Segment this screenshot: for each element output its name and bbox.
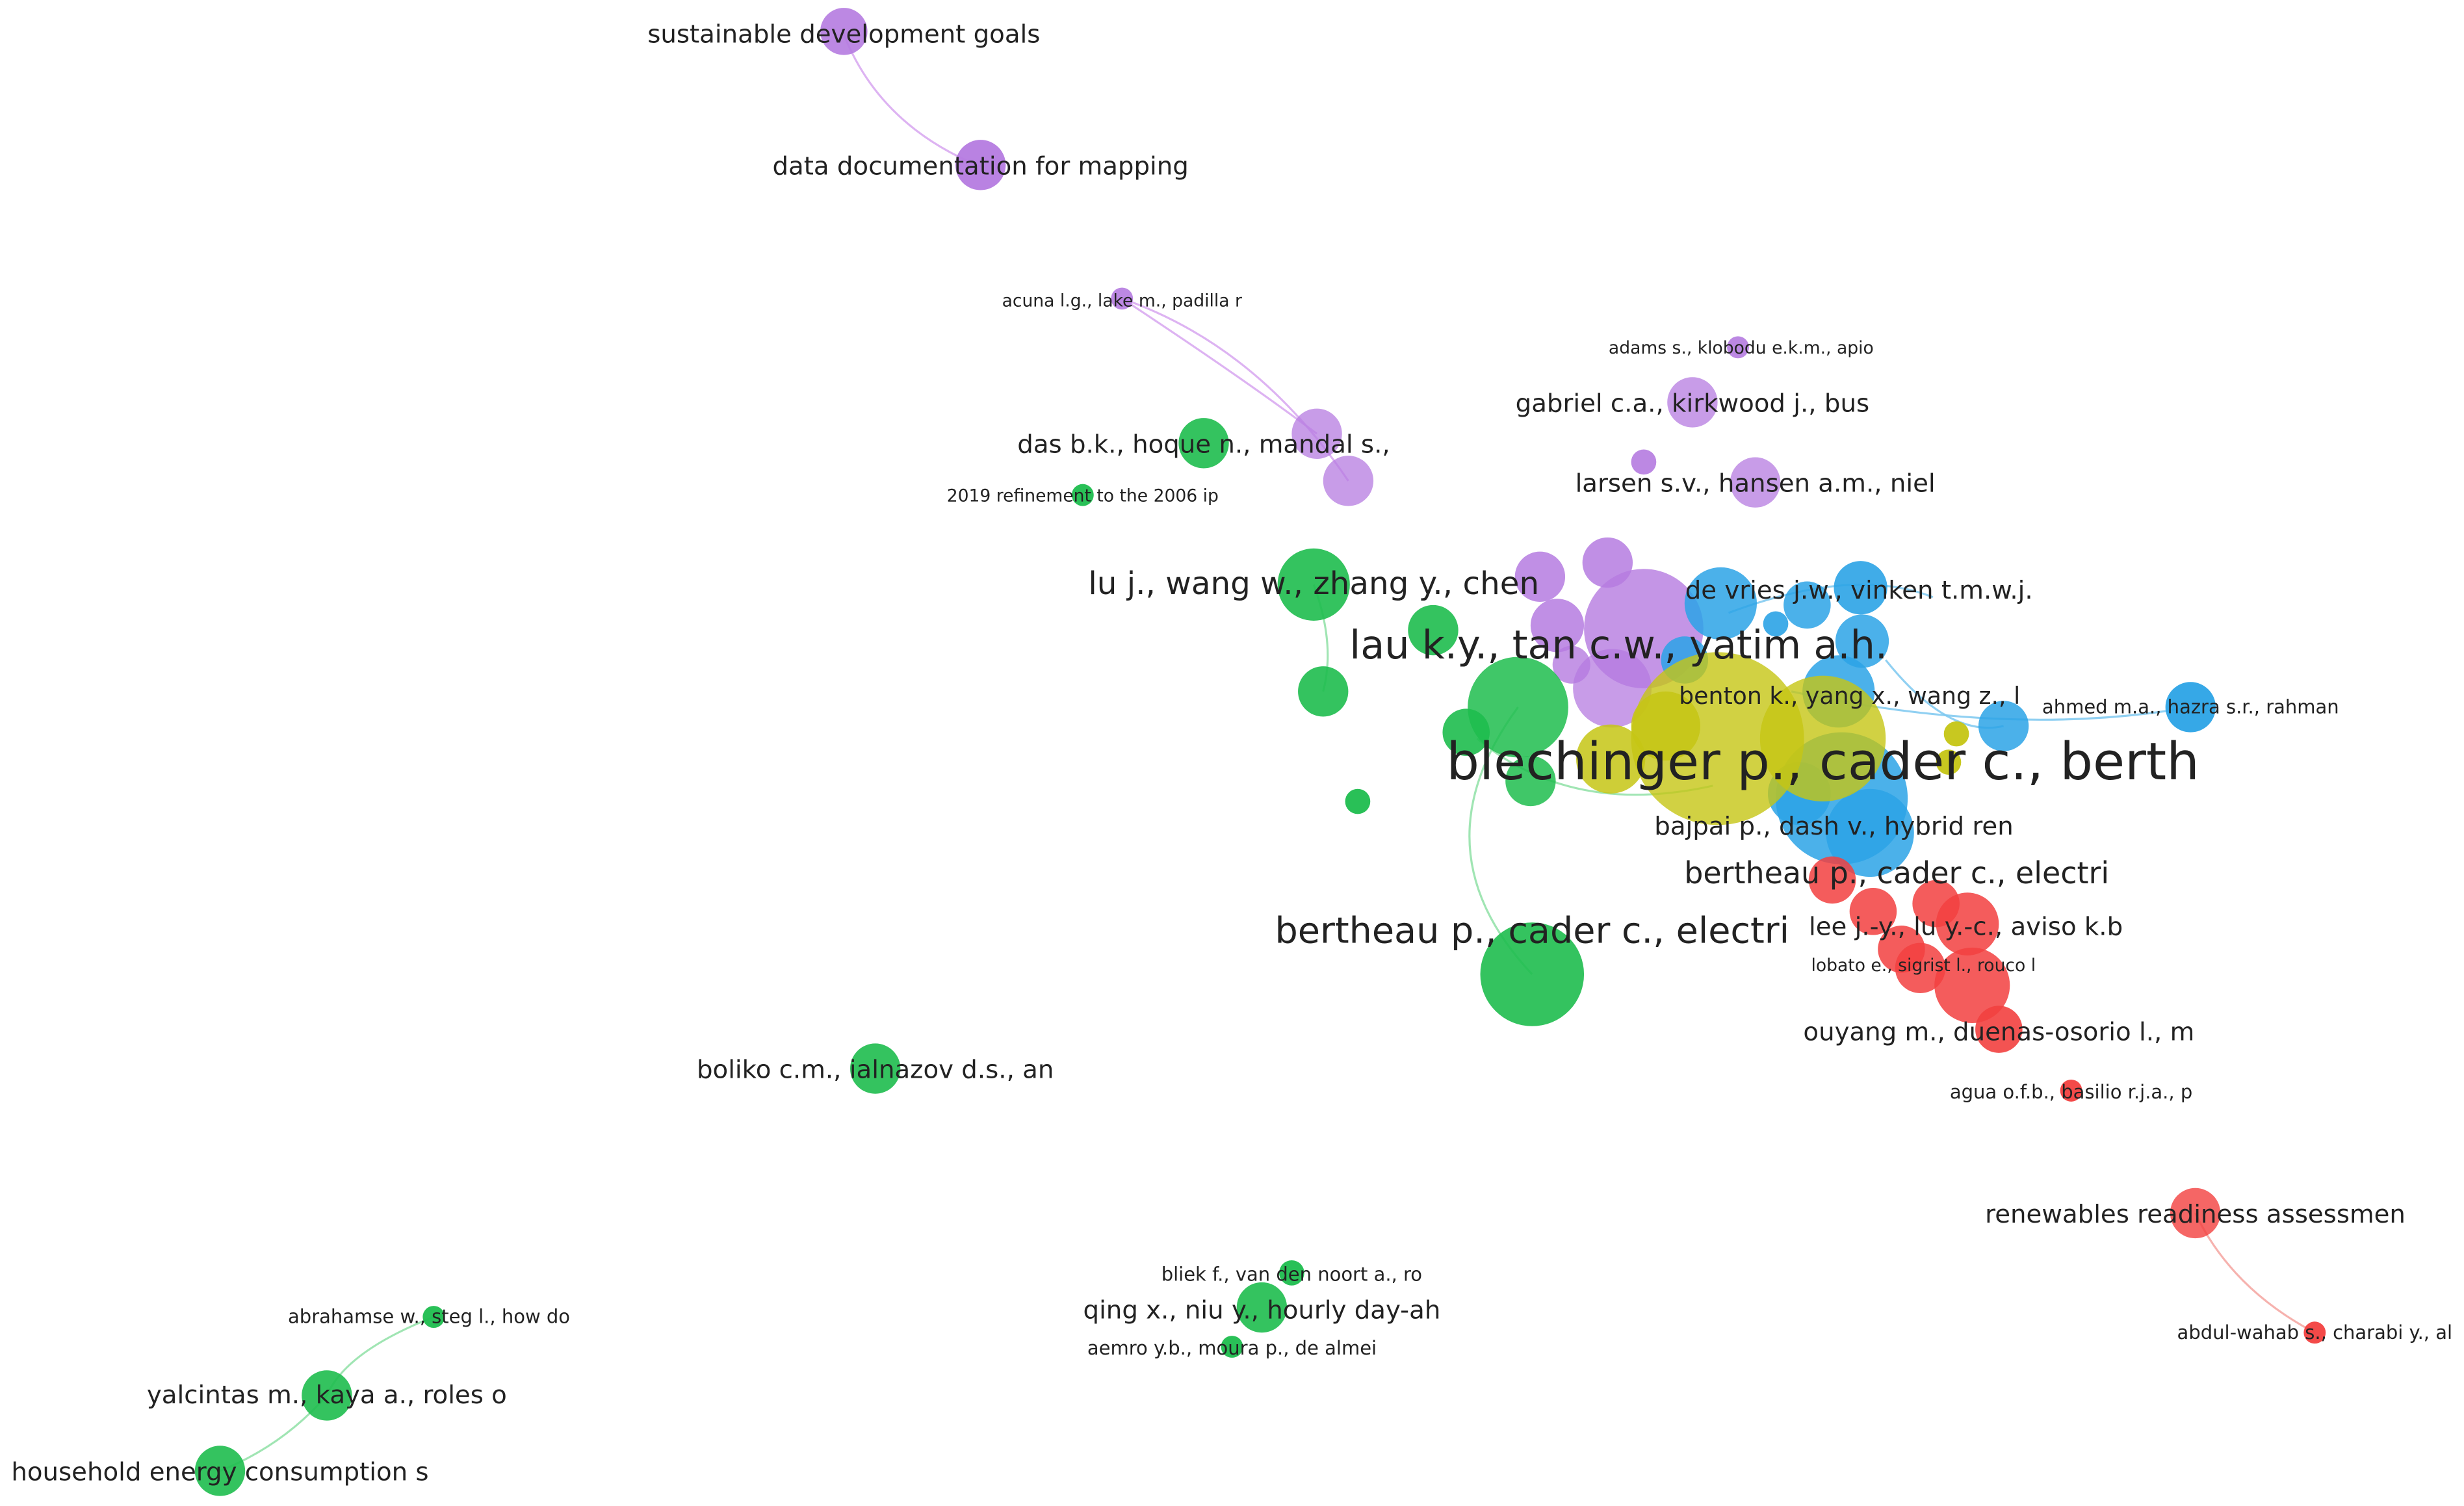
node-label-blechinger: blechinger p., cader c., berth [1446,731,2199,792]
nodes-layer [194,8,2326,1496]
network-node[interactable] [194,1446,246,1496]
node-label-aemro: aemro y.b., moura p., de almei [1087,1337,1377,1359]
edge [1121,298,1318,435]
network-node[interactable] [1323,456,1374,506]
network-node[interactable] [1631,652,1804,825]
network-node[interactable] [1408,604,1459,656]
network-node[interactable] [1071,484,1094,506]
network-node[interactable] [1978,701,2029,751]
network-node[interactable] [1936,749,1962,775]
node-label-das: das b.k., hoque n., mandal s., [1017,430,1390,459]
network-node[interactable] [1345,788,1371,814]
network-node[interactable] [1442,708,1490,756]
node-label-abrahamse: abrahamse w., steg l., how do [288,1306,570,1328]
network-node[interactable] [1552,645,1590,684]
network-node[interactable] [1505,755,1556,807]
network-node[interactable] [849,1043,901,1094]
network-node[interactable] [1631,449,1657,475]
node-label-sdg: sustainable development goals [647,19,1040,49]
node-label-lau: lau k.y., tan c.w., yatim a.h. [1349,623,1887,668]
node-label-devries: de vries j.w., vinken t.m.w.j. [1685,576,2033,605]
node-label-renewables: renewables readiness assessmen [1985,1200,2406,1229]
network-node[interactable] [1943,721,1969,747]
network-node[interactable] [1576,724,1646,794]
edge [842,34,981,168]
network-node[interactable] [2303,1321,2326,1344]
network-node[interactable] [1480,922,1585,1026]
node-label-lobato: lobato e., sigrist l., rouco l [1811,955,2036,976]
network-node[interactable] [1277,548,1350,621]
network-node[interactable] [2165,682,2216,733]
network-node[interactable] [1763,611,1789,637]
node-label-bajpai: bajpai p., dash v., hybrid ren [1654,812,2013,841]
node-label-agua: agua o.f.b., basilio r.j.a., p [1950,1081,2192,1103]
network-node[interactable] [1835,614,1889,668]
edge [2194,1212,2316,1334]
network-node[interactable] [422,1306,445,1328]
network-node[interactable] [1530,599,1585,653]
network-node[interactable] [1468,656,1568,758]
node-label-acuna: acuna l.g., lake m., padilla r [1002,291,1242,311]
node-label-lu: lu j., wang w., zhang y., chen [1088,565,1539,602]
network-node[interactable] [1727,336,1749,359]
node-label-benton: benton k., yang x., wang z., l [1679,682,2020,710]
network-node[interactable] [1178,418,1229,469]
network-node[interactable] [1934,947,2010,1023]
labels-layer: sustainable development goals data docume… [11,19,2452,1487]
network-node[interactable] [1895,942,1946,994]
network-node[interactable] [1826,788,1914,877]
network-node[interactable] [1849,888,1897,935]
node-label-adams: adams s., klobodu e.k.m., apio [1609,338,1874,358]
node-label-bertheau_blue: bertheau p., cader c., electri [1684,855,2109,890]
node-label-lee: lee j.-y., lu y.-c., aviso k.b [1809,913,2123,942]
network-node[interactable] [1111,287,1134,310]
node-label-datadoc: data documentation for mapping [772,151,1188,181]
network-node[interactable] [820,8,868,55]
network-node[interactable] [1783,581,1831,629]
network-node[interactable] [1236,1282,1288,1333]
node-label-yalcintas: yalcintas m., kaya a., roles o [147,1381,507,1410]
node-label-larsen: larsen s.v., hansen a.m., niel [1576,469,1936,499]
network-node[interactable] [302,1370,352,1421]
network-node[interactable] [1221,1336,1243,1358]
network-node[interactable] [1279,1260,1304,1286]
node-label-bliek: bliek f., van den noort a., ro [1161,1263,1422,1285]
node-label-qing: qing x., niu y., hourly day-ah [1083,1295,1441,1325]
network-node[interactable] [955,140,1006,190]
network-node[interactable] [1975,1006,2023,1053]
node-label-refinement: 2019 refinement to the 2006 ip [947,486,1219,506]
network-node[interactable] [1573,649,1652,728]
network-node[interactable] [1514,551,1566,602]
network-node[interactable] [1684,567,1757,640]
network-node[interactable] [1808,856,1856,904]
network-node[interactable] [1298,666,1349,717]
node-label-gabriel: gabriel c.a., kirkwood j., bus [1516,389,1869,418]
node-label-boliko: boliko c.m., ialnazov d.s., an [697,1056,1054,1085]
network-node[interactable] [1291,408,1342,459]
network-node[interactable] [2170,1188,2221,1239]
network-node[interactable] [1730,457,1781,508]
network-node[interactable] [2060,1079,2082,1102]
network-node[interactable] [1936,892,1999,955]
node-label-ouyang: ouyang m., duenas-osorio l., m [1803,1018,2194,1047]
node-label-abdul: abdul-wahab s., charabi y., al [2177,1321,2453,1344]
network-node[interactable] [1667,377,1718,428]
node-label-household: household energy consumption s [11,1458,428,1487]
node-label-bertheau_green: bertheau p., cader c., electri [1275,910,1789,952]
network-node[interactable] [1759,675,1886,802]
node-label-ahmed: ahmed m.a., hazra s.r., rahman [2042,696,2339,718]
network-node[interactable] [1834,561,1887,615]
